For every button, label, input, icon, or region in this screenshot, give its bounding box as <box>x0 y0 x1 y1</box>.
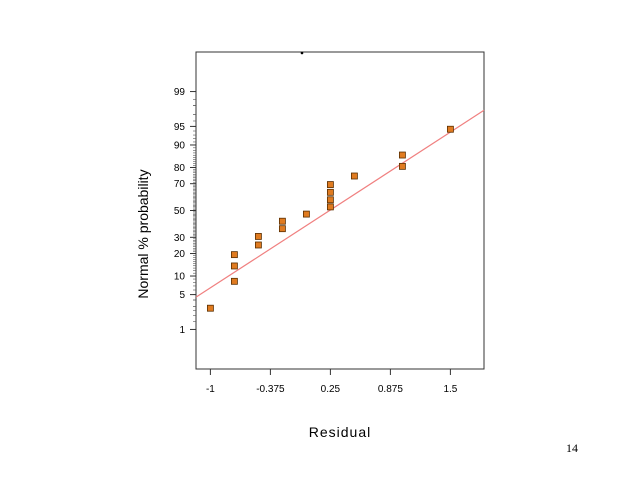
y-tick-label: 80 <box>174 163 186 174</box>
stray-dot <box>300 51 304 55</box>
y-tick-label: 90 <box>174 140 186 151</box>
y-tick-label: 30 <box>174 233 186 244</box>
y-tick-label: 10 <box>174 272 186 283</box>
data-point <box>230 262 238 270</box>
y-tick-label: 20 <box>174 249 186 260</box>
y-tick-label: 50 <box>174 206 186 217</box>
x-tick-label: -0.375 <box>256 384 285 395</box>
data-point <box>278 225 286 233</box>
x-tick-label: 1.5 <box>443 384 457 395</box>
data-points <box>206 125 454 312</box>
data-point <box>230 251 238 259</box>
y-minor-ticks <box>193 99 196 322</box>
plot-frame <box>195 51 485 370</box>
y-tick-label: 5 <box>179 290 185 301</box>
data-point <box>254 241 262 249</box>
data-point <box>326 196 334 204</box>
data-point <box>230 277 238 285</box>
fit-line <box>195 109 485 298</box>
x-axis: -1 -0.375 0.25 0.875 1.5 <box>206 369 458 395</box>
y-tick-label: 70 <box>174 179 186 190</box>
data-point <box>350 172 358 180</box>
x-axis-label: Residual <box>309 424 371 440</box>
x-tick-label: 0.875 <box>378 384 403 395</box>
data-point <box>326 203 334 211</box>
y-tick-label: 95 <box>174 122 186 133</box>
data-point <box>278 217 286 225</box>
y-tick-label: 1 <box>179 325 185 336</box>
data-point <box>326 188 334 196</box>
y-tick-label: 99 <box>174 87 186 98</box>
data-point <box>398 151 406 159</box>
data-point <box>326 181 334 188</box>
data-point <box>254 233 262 240</box>
page-number: 14 <box>566 441 578 455</box>
y-axis-label: Normal % probability <box>135 169 151 298</box>
data-point <box>398 162 406 170</box>
x-tick-label: 0.25 <box>321 384 341 395</box>
data-point <box>446 125 454 133</box>
x-tick-label: -1 <box>206 384 215 395</box>
y-axis: 1 5 10 20 30 50 70 80 90 95 99 <box>174 87 196 336</box>
data-point <box>302 210 310 218</box>
data-point <box>206 304 214 312</box>
